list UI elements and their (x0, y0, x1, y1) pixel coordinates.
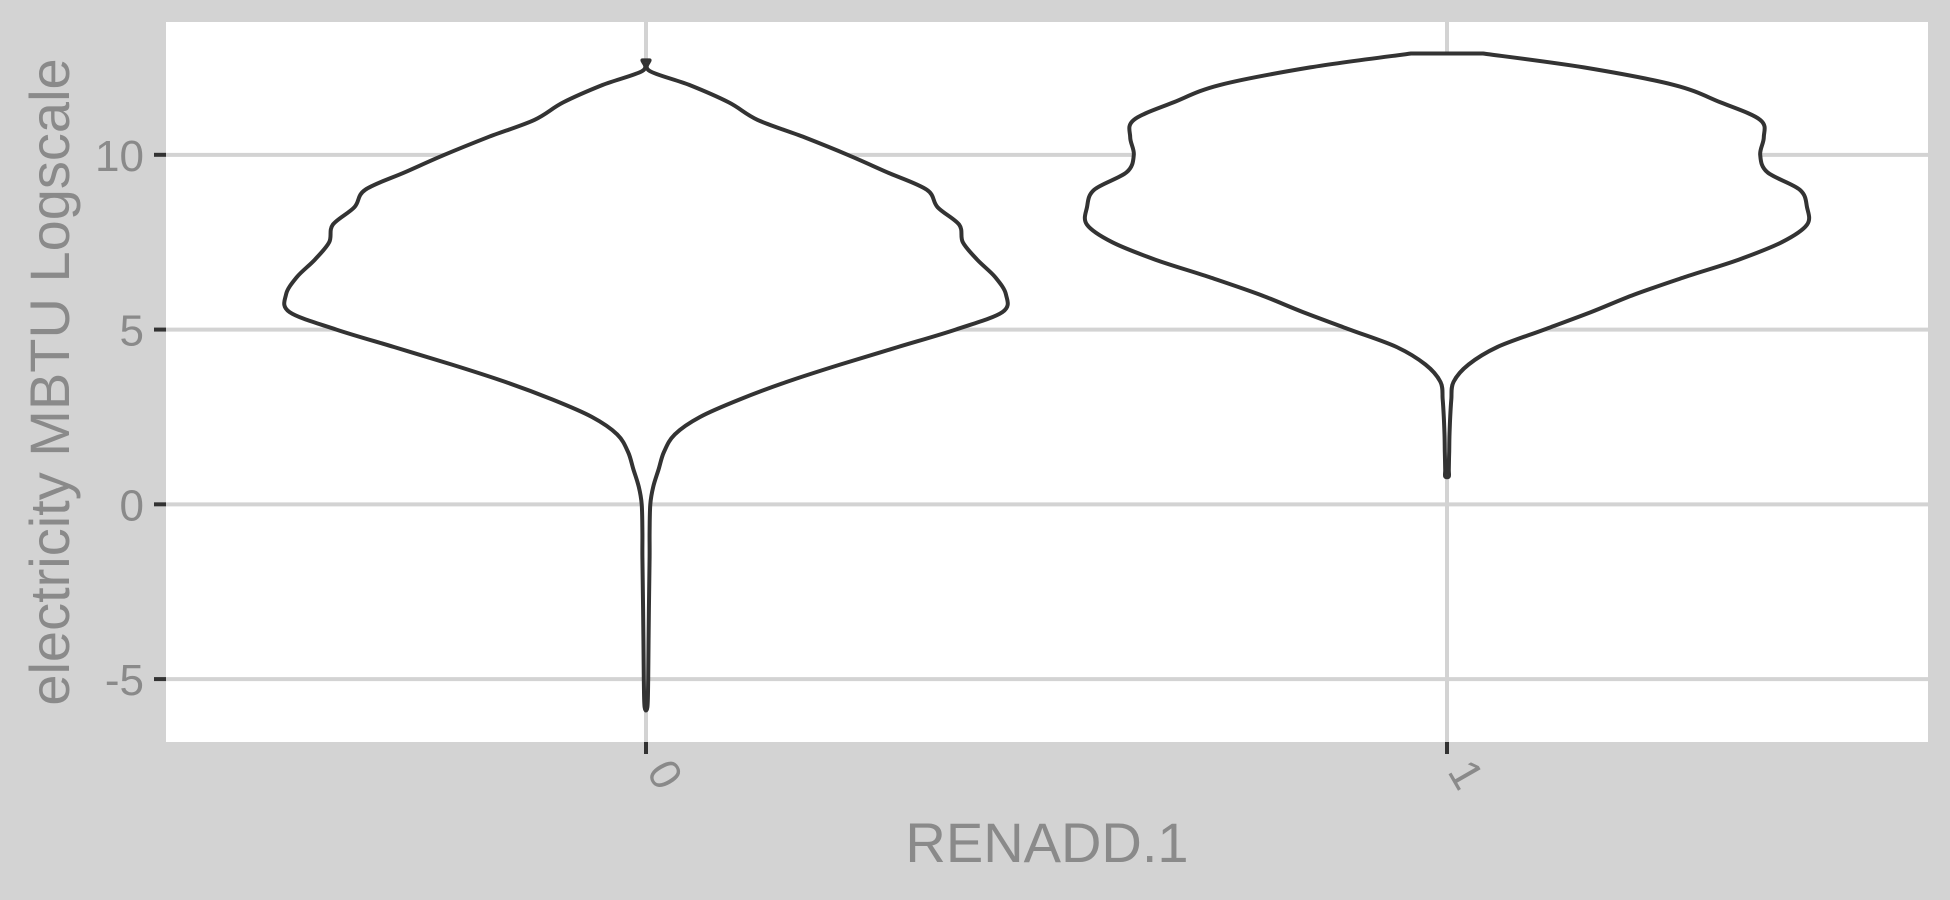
y-axis-title: electricity MBTU Logscale (18, 58, 81, 705)
y-tick-label: 0 (120, 481, 144, 530)
violin-0 (282, 58, 1010, 713)
y-tick-label: 10 (95, 132, 144, 181)
y-tick-label: -5 (105, 656, 144, 705)
violins (282, 51, 1812, 713)
violin-1 (1082, 51, 1812, 480)
x-axis-title: RENADD.1 (905, 811, 1188, 874)
axis-ticks (154, 152, 1449, 754)
y-tick-label: 5 (120, 307, 144, 356)
